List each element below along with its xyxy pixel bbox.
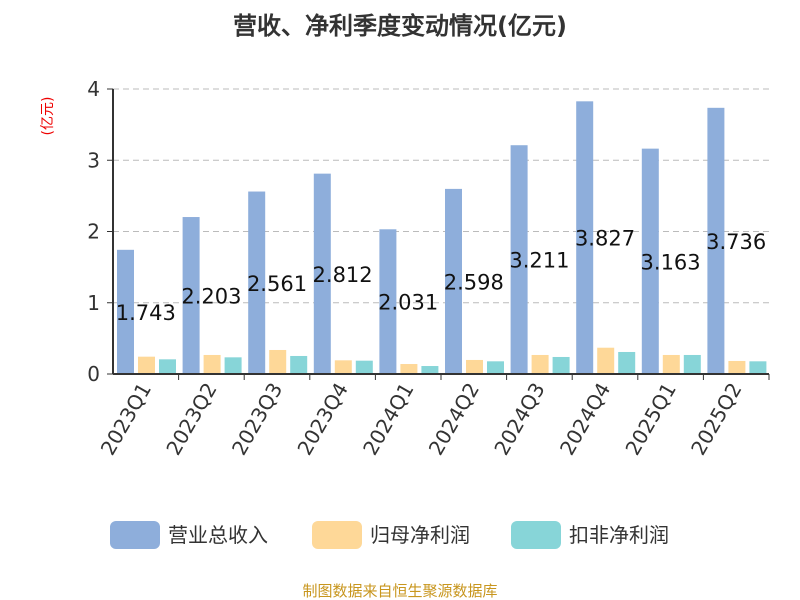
data-label: 2.561 (247, 272, 307, 296)
data-label: 2.031 (378, 291, 438, 315)
bar-3 (683, 354, 701, 374)
bar-3 (749, 361, 767, 374)
y-tick-label: 2 (87, 220, 100, 244)
x-tick-label: 2024Q4 (555, 379, 615, 460)
bar-3 (224, 357, 242, 374)
legend-swatch (511, 521, 561, 549)
x-tick-label: 2024Q3 (489, 379, 549, 460)
legend-label: 归母净利润 (370, 523, 470, 547)
bar-2 (138, 356, 155, 374)
legend-label: 营业总收入 (168, 523, 268, 547)
bar-1 (641, 148, 659, 374)
data-label: 3.827 (575, 227, 635, 251)
bar-2 (203, 354, 221, 374)
x-tick-label: 2024Q1 (358, 379, 418, 460)
chart-title: 营收、净利季度变动情况(亿元) (233, 12, 567, 40)
bar-3 (487, 361, 504, 374)
bar-2 (728, 360, 746, 374)
x-tick-label: 2023Q2 (161, 379, 221, 460)
x-tick-label: 2023Q3 (227, 379, 287, 460)
y-tick-label: 0 (87, 362, 100, 386)
bar-2 (662, 354, 680, 374)
bar-1 (576, 101, 594, 375)
bar-2 (269, 349, 287, 374)
legend-swatch (110, 521, 160, 549)
y-tick-label: 4 (87, 77, 100, 101)
bar-3 (355, 360, 373, 374)
x-tick-label: 2025Q1 (620, 379, 680, 460)
x-tick-label: 2023Q1 (96, 379, 156, 460)
bar-1 (707, 107, 725, 374)
bar-1 (248, 191, 266, 374)
data-label: 1.743 (116, 301, 176, 325)
data-label: 3.163 (641, 250, 701, 274)
bar-1 (182, 217, 200, 374)
bar-3 (421, 366, 439, 374)
legend-label: 扣非净利润 (569, 523, 669, 547)
bar-1 (445, 188, 462, 374)
bar-1 (313, 173, 331, 374)
data-label: 3.736 (706, 230, 766, 254)
bar-1 (117, 249, 134, 374)
bar-2 (466, 359, 483, 374)
bar-2 (531, 354, 549, 374)
x-tick-label: 2024Q2 (424, 379, 484, 460)
bar-3 (290, 355, 308, 374)
bar-2 (597, 347, 615, 374)
y-tick-label: 3 (87, 148, 100, 172)
data-label: 2.812 (313, 263, 373, 287)
bar-3 (159, 359, 176, 374)
data-label: 2.203 (181, 285, 241, 309)
bar-1 (379, 229, 397, 374)
footer-source: 制图数据来自恒生聚源数据库 (302, 582, 497, 600)
data-label: 2.598 (444, 270, 504, 294)
y-tick-label: 1 (87, 291, 100, 315)
data-label: 3.211 (509, 249, 569, 273)
x-tick-label: 2023Q4 (292, 379, 352, 460)
legend-swatch (312, 521, 362, 549)
y-axis-label: (亿元) (40, 97, 56, 136)
bar-1 (510, 145, 528, 374)
bar-2 (334, 360, 352, 374)
bar-3 (552, 356, 570, 374)
bar-3 (618, 351, 636, 374)
x-tick-label: 2025Q2 (686, 379, 746, 460)
bar-2 (400, 364, 418, 374)
